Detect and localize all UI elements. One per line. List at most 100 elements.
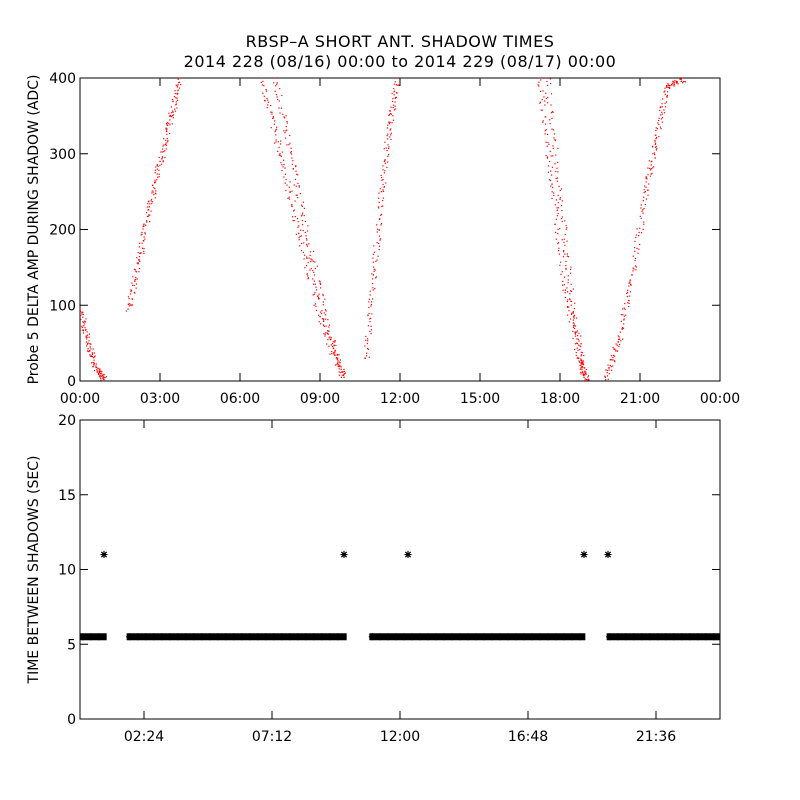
data-point <box>166 122 169 124</box>
data-point <box>274 77 276 79</box>
data-point <box>377 206 379 208</box>
data-point <box>578 340 580 342</box>
data-point <box>681 80 683 82</box>
data-point <box>653 152 655 154</box>
data-point <box>380 224 382 226</box>
data-point <box>655 146 657 149</box>
data-point <box>567 306 569 308</box>
data-point <box>165 122 168 125</box>
data-point <box>660 128 662 130</box>
data-point <box>276 83 278 85</box>
data-point <box>569 272 572 274</box>
data-point <box>388 146 390 148</box>
data-point <box>82 311 84 313</box>
data-point <box>87 350 89 353</box>
data-point <box>573 317 575 319</box>
data-point <box>312 278 314 280</box>
data-point <box>295 170 297 172</box>
data-point <box>276 82 278 84</box>
data-point <box>324 314 327 316</box>
data-point <box>299 245 301 247</box>
data-point <box>702 633 710 641</box>
data-point <box>388 114 390 117</box>
data-point <box>612 365 614 367</box>
data-point <box>160 163 163 165</box>
data-point <box>376 231 378 233</box>
data-point <box>569 298 571 300</box>
data-point <box>634 259 636 262</box>
data-point <box>587 375 590 377</box>
data-point <box>83 329 85 331</box>
data-point <box>97 373 100 375</box>
data-point <box>301 214 303 216</box>
data-point <box>238 633 246 641</box>
data-point <box>627 302 629 304</box>
data-point <box>95 633 103 641</box>
data-point <box>304 231 306 234</box>
data-point <box>637 252 639 254</box>
data-point <box>391 122 393 124</box>
data-point <box>339 362 341 364</box>
data-point <box>393 83 395 85</box>
data-point <box>581 359 583 361</box>
data-point <box>198 633 206 641</box>
data-point <box>277 98 279 101</box>
data-point <box>91 352 94 354</box>
data-point <box>176 99 179 101</box>
data-point <box>314 303 317 305</box>
data-point <box>337 357 339 359</box>
data-point <box>88 333 90 335</box>
data-point <box>329 353 331 355</box>
data-point <box>306 273 308 275</box>
data-point <box>669 84 671 87</box>
data-point <box>551 191 553 193</box>
data-point <box>606 372 608 374</box>
data-point <box>550 112 553 114</box>
data-point <box>610 358 612 361</box>
data-point <box>578 361 581 363</box>
data-point <box>282 113 284 115</box>
data-point <box>662 633 670 641</box>
plot-frame <box>79 77 721 382</box>
data-point <box>294 216 297 218</box>
data-point <box>640 207 642 209</box>
data-point <box>400 633 408 641</box>
data-point <box>559 198 561 200</box>
data-point <box>670 633 678 641</box>
data-point <box>283 116 285 118</box>
data-point <box>141 242 143 244</box>
data-point <box>552 186 554 188</box>
data-point <box>91 353 93 356</box>
data-point <box>641 210 643 212</box>
data-point <box>87 633 95 641</box>
data-point <box>105 376 108 378</box>
data-point <box>564 220 566 222</box>
data-point <box>562 289 564 291</box>
data-point <box>341 371 343 373</box>
data-point <box>642 228 644 230</box>
data-point <box>317 297 320 299</box>
data-point <box>144 238 146 240</box>
data-point <box>682 77 684 79</box>
data-point <box>145 212 148 214</box>
data-point <box>555 177 557 180</box>
data-point <box>148 209 150 211</box>
data-point <box>587 378 589 380</box>
data-point <box>540 90 542 92</box>
data-point <box>130 289 132 291</box>
data-point <box>572 330 574 333</box>
data-point <box>161 151 164 153</box>
data-point <box>93 362 95 364</box>
data-point <box>176 92 178 94</box>
data-point <box>369 321 371 323</box>
data-point <box>154 179 156 181</box>
data-point <box>320 323 322 325</box>
data-point <box>100 371 103 373</box>
data-point <box>560 261 562 263</box>
data-point <box>130 290 132 293</box>
data-point <box>100 375 103 377</box>
data-point <box>152 184 154 186</box>
data-point <box>464 633 472 641</box>
data-point <box>137 263 139 265</box>
data-point <box>296 217 299 220</box>
